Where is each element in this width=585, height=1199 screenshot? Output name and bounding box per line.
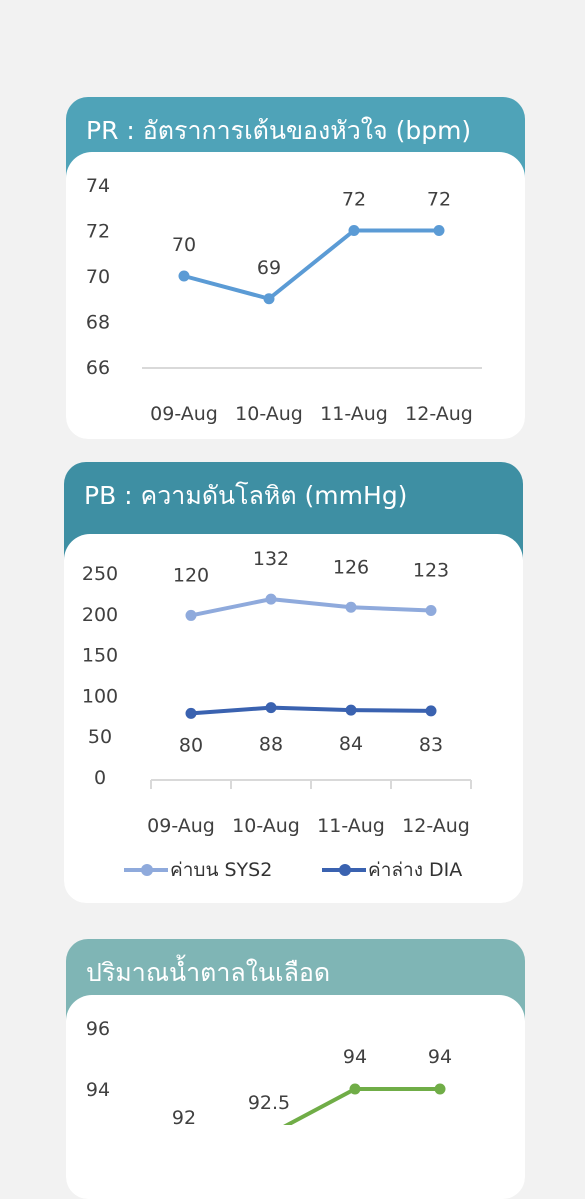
legend-sys-marker xyxy=(124,864,168,876)
pulse-rate-card: PR : อัตราการเต้นของหัวใจ (bpm) xyxy=(66,97,525,439)
legend-item-sys: ค่าบน SYS2 xyxy=(124,855,272,885)
blood-sugar-card: ปริมาณน้ำตาลในเลือด xyxy=(66,939,525,1199)
legend-dia-marker xyxy=(322,864,366,876)
legend-item-dia: ค่าล่าง DIA xyxy=(322,855,462,885)
blood-pressure-chart-area xyxy=(64,534,523,903)
blood-sugar-chart-area xyxy=(66,995,525,1199)
pulse-rate-chart-area xyxy=(66,152,525,439)
legend-sys-label: ค่าบน SYS2 xyxy=(170,859,273,881)
legend-dia-label: ค่าล่าง DIA xyxy=(368,859,463,881)
blood-pressure-card: PB : ความดันโลหิต (mmHg) xyxy=(64,462,523,903)
blood-sugar-title: ปริมาณน้ำตาลในเลือด xyxy=(86,958,331,987)
pulse-rate-title: PR : อัตราการเต้นของหัวใจ (bpm) xyxy=(86,116,472,145)
blood-pressure-title: PB : ความดันโลหิต (mmHg) xyxy=(84,481,408,510)
